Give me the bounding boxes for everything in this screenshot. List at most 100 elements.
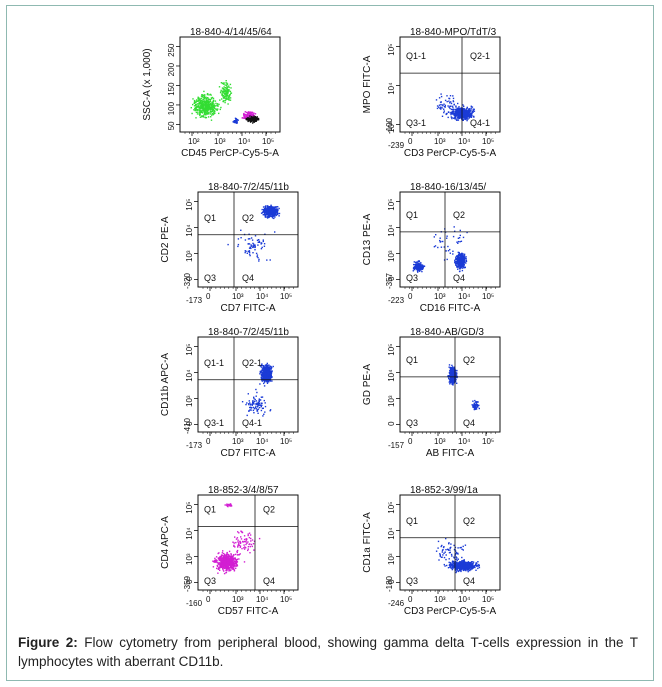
event-dot xyxy=(229,99,232,101)
event-dot xyxy=(418,270,421,272)
event-dot xyxy=(478,404,480,407)
event-dot xyxy=(208,103,210,105)
event-dot xyxy=(416,270,419,272)
event-dot xyxy=(200,110,203,112)
event-dot xyxy=(456,107,458,110)
event-dot xyxy=(459,234,461,237)
event-dot xyxy=(266,379,269,382)
event-dot xyxy=(214,560,216,562)
event-dot xyxy=(458,109,461,111)
event-dot xyxy=(257,405,259,407)
event-dot xyxy=(447,250,450,252)
event-dot xyxy=(249,246,251,248)
event-dot xyxy=(452,100,455,103)
event-dot xyxy=(205,107,207,109)
event-dot xyxy=(213,103,215,105)
event-dot xyxy=(215,102,217,105)
event-dot xyxy=(246,115,248,117)
event-dot xyxy=(243,561,246,563)
event-dot xyxy=(273,213,275,216)
event-dot xyxy=(450,378,452,380)
event-dot xyxy=(449,102,451,104)
event-dot xyxy=(225,561,228,563)
event-dot xyxy=(248,403,250,406)
event-dot xyxy=(199,107,201,109)
panel-title: 18-840-7/2/45/11b xyxy=(208,327,289,338)
event-dot xyxy=(197,99,200,101)
event-dot xyxy=(449,379,451,381)
event-dot xyxy=(461,110,464,113)
quadrant-label: Q3 xyxy=(406,418,418,428)
event-dot xyxy=(235,562,237,565)
event-dot xyxy=(461,560,463,562)
event-dot xyxy=(467,562,470,565)
event-dot xyxy=(239,541,242,544)
event-dot xyxy=(261,242,263,244)
event-dot xyxy=(450,367,452,369)
y-tick-label: 0 xyxy=(387,276,396,281)
event-dot xyxy=(462,113,464,115)
event-dot xyxy=(278,212,281,215)
event-dot xyxy=(253,244,256,246)
event-dot xyxy=(416,267,418,269)
event-dot xyxy=(448,97,450,100)
event-dot xyxy=(235,561,237,563)
x-tick-label: 10⁵ xyxy=(280,595,292,604)
event-dot xyxy=(210,111,212,113)
event-dot xyxy=(246,402,248,404)
event-dot xyxy=(247,119,249,121)
event-dot xyxy=(243,113,245,115)
event-dot xyxy=(418,266,420,268)
event-dot xyxy=(261,372,263,374)
event-dot xyxy=(211,109,213,111)
event-dot xyxy=(228,562,230,564)
event-dot xyxy=(249,254,251,257)
event-dot xyxy=(453,566,456,568)
event-dot xyxy=(247,546,250,548)
event-dot xyxy=(262,206,265,208)
event-dot xyxy=(209,93,212,96)
event-dot xyxy=(252,245,254,247)
event-dot xyxy=(457,112,460,115)
event-dot xyxy=(454,261,456,263)
y-tick-label: 10⁴ xyxy=(185,224,194,237)
event-dot xyxy=(205,96,207,99)
event-dot xyxy=(231,556,233,558)
event-dot xyxy=(455,118,457,120)
event-dot xyxy=(451,371,453,373)
event-dot xyxy=(229,570,231,572)
event-dot xyxy=(449,112,452,114)
event-dot xyxy=(233,569,236,571)
event-dot xyxy=(454,112,457,115)
event-dot xyxy=(235,559,237,561)
event-dot xyxy=(449,562,452,564)
event-dot xyxy=(263,366,266,368)
event-dot xyxy=(236,551,238,554)
event-dot xyxy=(223,565,225,567)
event-dot xyxy=(228,95,231,97)
event-dot xyxy=(258,537,261,540)
event-dot xyxy=(265,364,268,366)
event-dot xyxy=(457,237,460,239)
event-dot xyxy=(461,258,463,261)
event-dot xyxy=(246,112,249,114)
event-dot xyxy=(478,563,480,566)
event-dot xyxy=(203,96,206,99)
event-dot xyxy=(477,567,479,570)
x-tick-label: 10⁴ xyxy=(256,595,269,604)
event-dot xyxy=(422,265,424,267)
event-dot xyxy=(213,104,216,107)
event-dot xyxy=(267,213,270,216)
event-dot xyxy=(223,556,225,558)
event-dot xyxy=(464,564,466,566)
event-dot xyxy=(190,107,192,109)
event-dot xyxy=(212,97,215,100)
event-dot xyxy=(241,401,244,403)
quadrant-label: Q2-1 xyxy=(242,358,262,368)
event-dot xyxy=(207,104,209,106)
y-axis-label: CD13 PE-A xyxy=(362,213,373,265)
event-dot xyxy=(237,541,239,543)
event-dot xyxy=(210,104,212,107)
event-dot xyxy=(225,98,227,101)
event-dot xyxy=(252,246,255,248)
